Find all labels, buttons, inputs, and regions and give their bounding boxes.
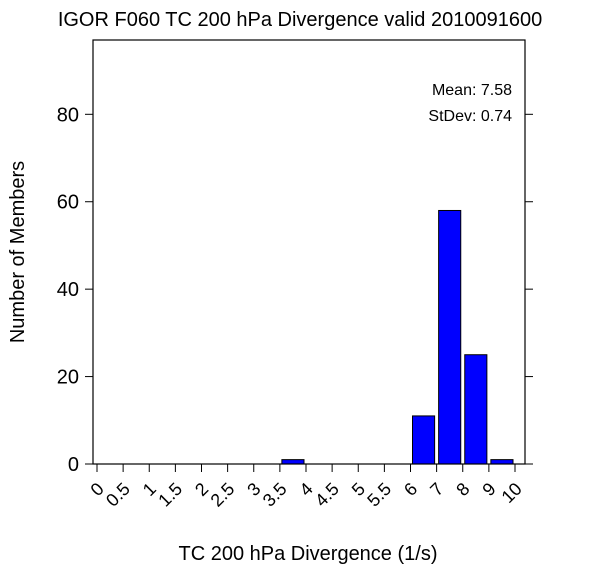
y-tick-label: 20 (57, 367, 79, 389)
x-tick-label: 3.5 (259, 479, 291, 511)
x-tick-label: 1.5 (154, 479, 186, 511)
x-tick-label: 2.5 (207, 479, 239, 511)
bar-9-10 (490, 459, 514, 465)
y-tick-label: 0 (68, 454, 79, 476)
x-tick-label: 10 (498, 479, 526, 507)
bar-8-9 (464, 354, 488, 465)
stdev-label: StDev: 0.74 (428, 108, 512, 125)
x-tick-label: 9 (478, 479, 499, 500)
y-tick-label: 80 (57, 104, 79, 126)
plot-frame (92, 39, 526, 465)
x-tick-label: 5.5 (363, 479, 395, 511)
x-tick-label: 7 (426, 479, 447, 500)
x-tick-label: 0.5 (102, 479, 134, 511)
mean-label: Mean: 7.58 (432, 82, 512, 99)
y-tick-label: 40 (57, 279, 79, 301)
x-tick-label: 8 (452, 479, 473, 500)
bar-6-7 (412, 415, 436, 465)
plot-area (281, 209, 514, 465)
bar-7-8 (438, 209, 462, 465)
bar-3.5-4 (281, 459, 305, 465)
y-axis-label: Number of Members (7, 161, 29, 343)
y-tick-label: 60 (57, 192, 79, 214)
x-tick-label: 6 (400, 479, 421, 500)
x-tick-label: 4.5 (311, 479, 343, 511)
x-axis-label: TC 200 hPa Divergence (1/s) (178, 543, 437, 565)
chart-title: IGOR F060 TC 200 hPa Divergence valid 20… (58, 9, 542, 31)
